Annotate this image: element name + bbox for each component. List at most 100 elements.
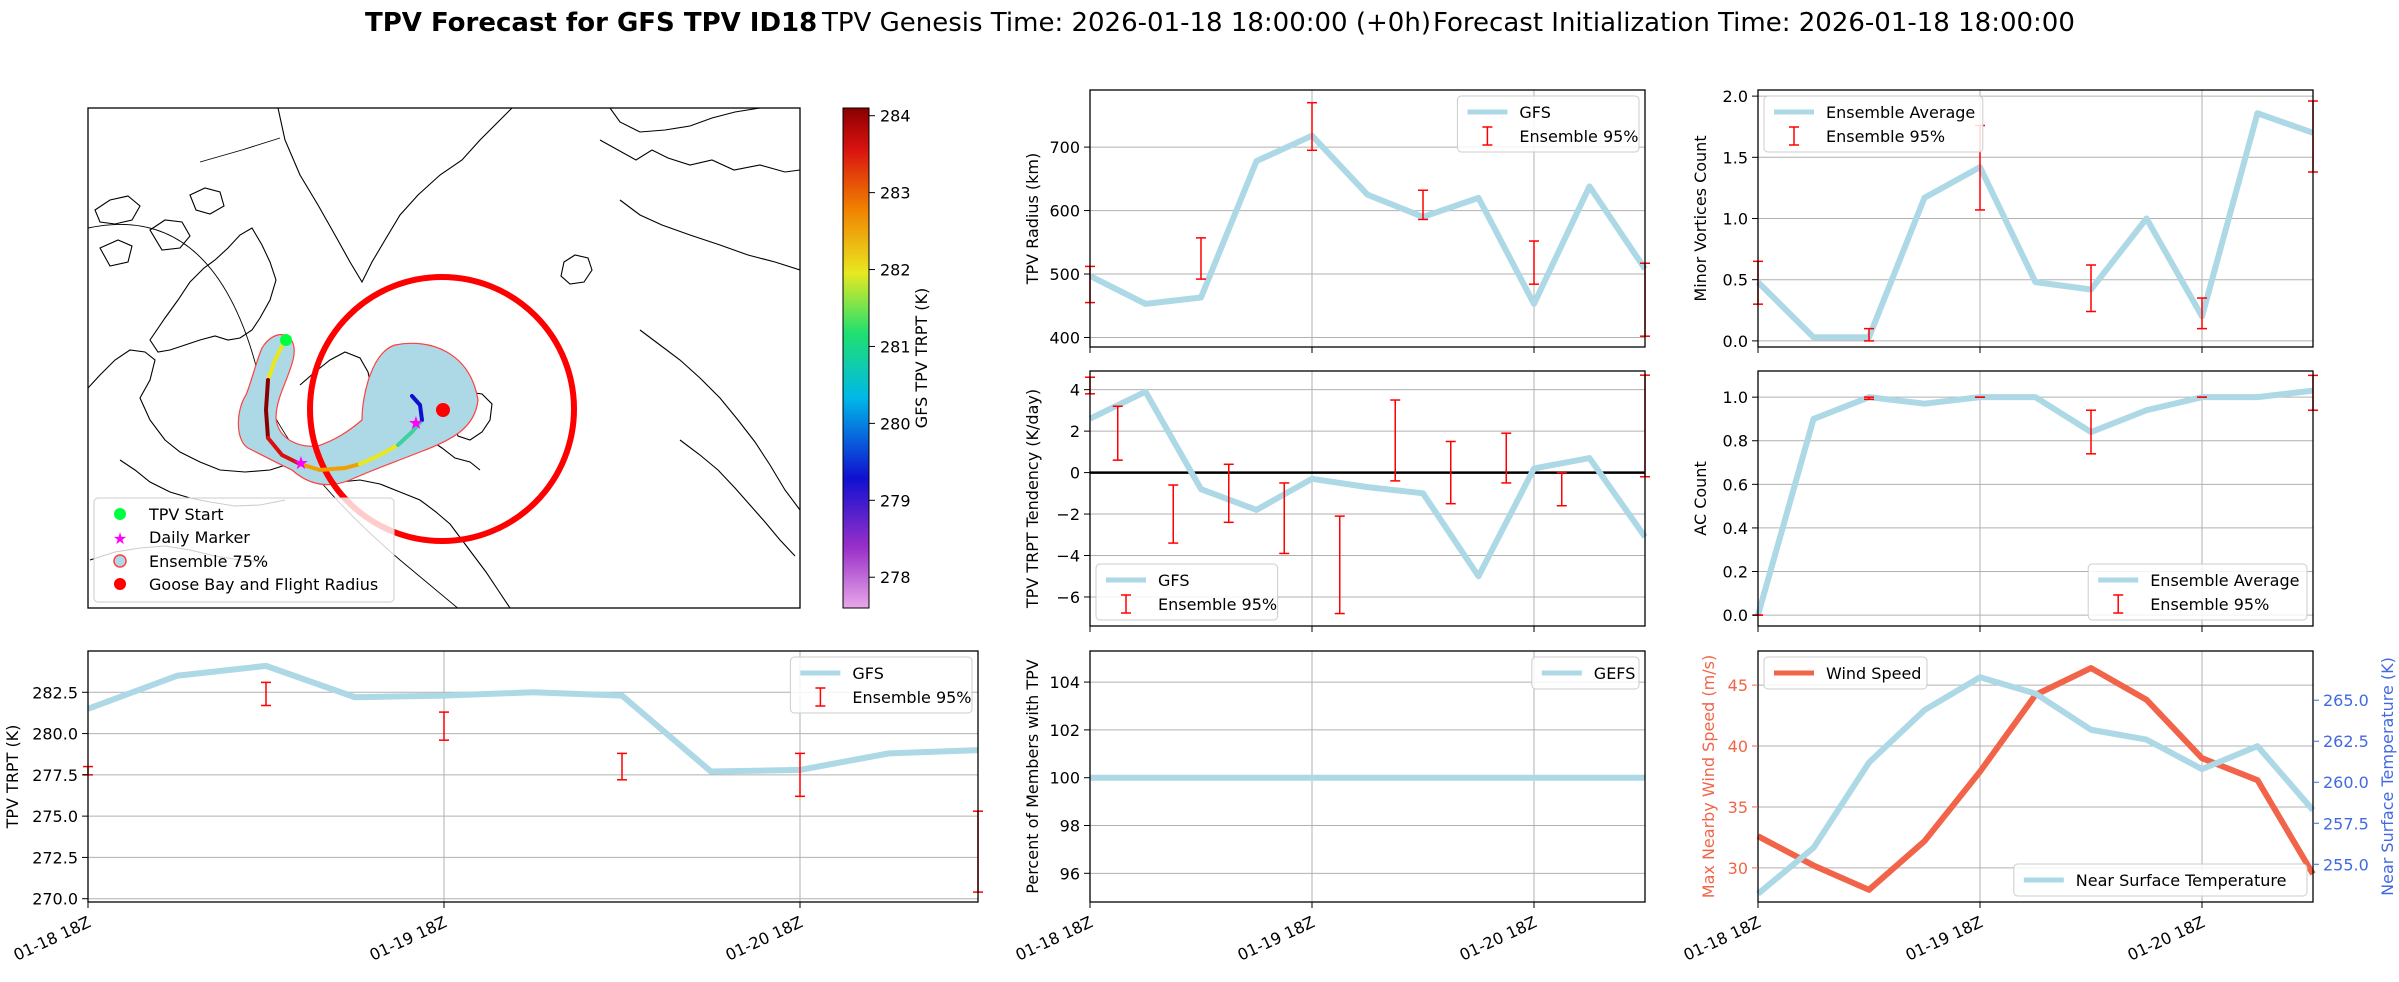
axes-frame [1757,370,2314,627]
legend: GFS Ensemble 95% [1456,95,1640,153]
x-tick-label: 01-20 18Z [723,912,806,964]
y-tick-label: −6 [1056,588,1080,607]
axes-frame [87,650,979,903]
tpv-start-marker [280,334,292,346]
legend-label: Ensemble 95% [1519,127,1638,146]
flight-radius-circle [307,274,577,544]
y-tick-label: −4 [1056,547,1080,566]
y-tick-label: 600 [1049,202,1080,221]
y-tick-label: 280.0 [32,725,78,744]
y-tick-label: 0.4 [1723,519,1748,538]
legend-label: GFS [1519,103,1550,122]
panel-radius: 400 500 600 700 TPV Radius (km) GFS Ensemble 9… [1023,89,1650,353]
y2-tick-label: 262.5 [2323,732,2369,751]
y-tick-label: −2 [1056,505,1080,524]
colorbar-tick-label: 280 [880,414,911,433]
y2-tick-label: 255.0 [2323,855,2369,874]
y2-tick-label: 265.0 [2323,691,2369,710]
y-axis-label: TPV TRPT Tendency (K/day) [1023,389,1042,609]
series-line-ensemble-average [1755,110,2314,341]
y-axis-label: Max Nearby Wind Speed (m/s) [1699,655,1718,898]
legend: Ensemble Average Ensemble 95% [2087,563,2308,621]
y-axis-label: Percent of Members with TPV [1023,659,1042,893]
colorbar-ticks: 284 283 282 281 280 279 278 [869,107,911,587]
series-line-near-surface-temperature [1756,674,2316,897]
axes-frame [1089,650,1646,903]
map-panel: ★ ★ TPV Start ★ Daily Marker Ensemble 75… [87,107,931,609]
colorbar-tick-label: 278 [880,568,911,587]
y-tick-label: 0.8 [1723,432,1748,451]
map-legend-box [93,497,395,603]
colorbar-tick-label: 283 [880,184,911,203]
legend-label: Wind Speed [1826,664,1921,683]
legend-label: Ensemble 95% [1826,127,1945,146]
y-axis-label: Minor Vortices Count [1691,135,1710,301]
y-tick-label: 4 [1070,381,1080,400]
daily-marker-2: ★ [408,413,424,434]
x-tick-label: 01-20 18Z [2125,912,2208,964]
y-tick-label: 1.5 [1723,148,1748,167]
panel-percent: 96 98 100 102 104 01-18 18Z 01-19 18Z 01-20 18Z… [1013,650,1646,965]
legend-label: Near Surface Temperature [2076,871,2287,890]
legend-ensemble-75: Ensemble 75% [149,552,268,571]
series-line-gfs [1088,388,1648,580]
legend: Near Surface Temperature [2013,863,2308,897]
legend-box [1531,656,1640,690]
y-tick-label: 102 [1049,721,1080,740]
colorbar [842,107,870,609]
y-axis-label: TPV TRPT (K) [3,725,22,830]
legend: GEFS [1531,656,1640,690]
y2-axis-label: Near Surface Temperature (K) [2378,657,2397,896]
series-line-gfs [86,662,979,775]
y2-tick-label: 260.0 [2323,773,2369,792]
ensemble-75-area [237,334,479,486]
y-tick-label: 0.6 [1723,475,1748,494]
init-time: Forecast Initialization Time: 2026-01-18… [1433,8,2075,38]
legend: Wind Speed [1763,656,1928,690]
series-line-wind-speed [1756,665,2316,893]
legend-label: Ensemble 95% [1158,595,1277,614]
legend-box [1763,95,1984,153]
y-tick-label: 277.5 [32,766,78,785]
x-tick-label: 01-19 18Z [1235,912,1318,964]
colorbar-tick-label: 284 [880,107,911,126]
panel-minor: 0.0 0.5 1.0 1.5 2.0 Minor Vortices Count Ensem… [1691,87,2318,353]
map-legend: TPV Start ★ Daily Marker Ensemble 75% Go… [93,497,395,603]
legend-label: Ensemble Average [1826,103,1975,122]
y-tick-label: 400 [1049,328,1080,347]
y-tick-label: 0.0 [1723,606,1748,625]
genesis-time: TPV Genesis Time: 2026-01-18 18:00:00 (+… [821,8,1431,38]
y-axis-label: TPV Radius (km) [1023,153,1042,286]
legend-goose-bay-icon [114,578,126,590]
legend-label: GFS [852,664,883,683]
y-tick-label: 270.0 [32,890,78,909]
legend-goose-bay: Goose Bay and Flight Radius [149,575,378,594]
y-tick-label: 104 [1049,673,1080,692]
y-tick-label: 98 [1060,817,1080,836]
legend-label: Ensemble 95% [852,688,971,707]
y-tick-label: 35 [1728,798,1748,817]
y-tick-label: 0 [1070,464,1080,483]
y-tick-label: 2.0 [1723,87,1748,106]
legend-box [2013,863,2308,897]
legend-label: Ensemble 95% [2150,595,2269,614]
legend: GFS Ensemble 95% [789,656,973,714]
legend-tpv-start: TPV Start [148,505,224,524]
tpv-track [263,338,424,473]
y-tick-label: 282.5 [32,683,78,702]
y-tick-label: 96 [1060,864,1080,883]
legend-label: GEFS [1594,664,1636,683]
panel-trpt: 270.0 272.5 275.0 277.5 280.0 282.5 01-18 18Z 0… [3,650,983,965]
y-tick-label: 0.5 [1723,271,1748,290]
legend-daily-marker: Daily Marker [149,528,250,547]
y-tick-label: 40 [1728,737,1748,756]
colorbar-tick-label: 281 [880,337,911,356]
x-tick-label: 01-19 18Z [1903,912,1986,964]
legend: GFS Ensemble 95% [1095,563,1279,621]
legend-box [1763,656,1928,690]
series-line-ensemble-average [1755,387,2314,616]
y-tick-label: 30 [1728,859,1748,878]
y-tick-label: 1.0 [1723,210,1748,229]
legend-ensemble-icon [113,554,127,568]
legend-label: GFS [1158,571,1189,590]
